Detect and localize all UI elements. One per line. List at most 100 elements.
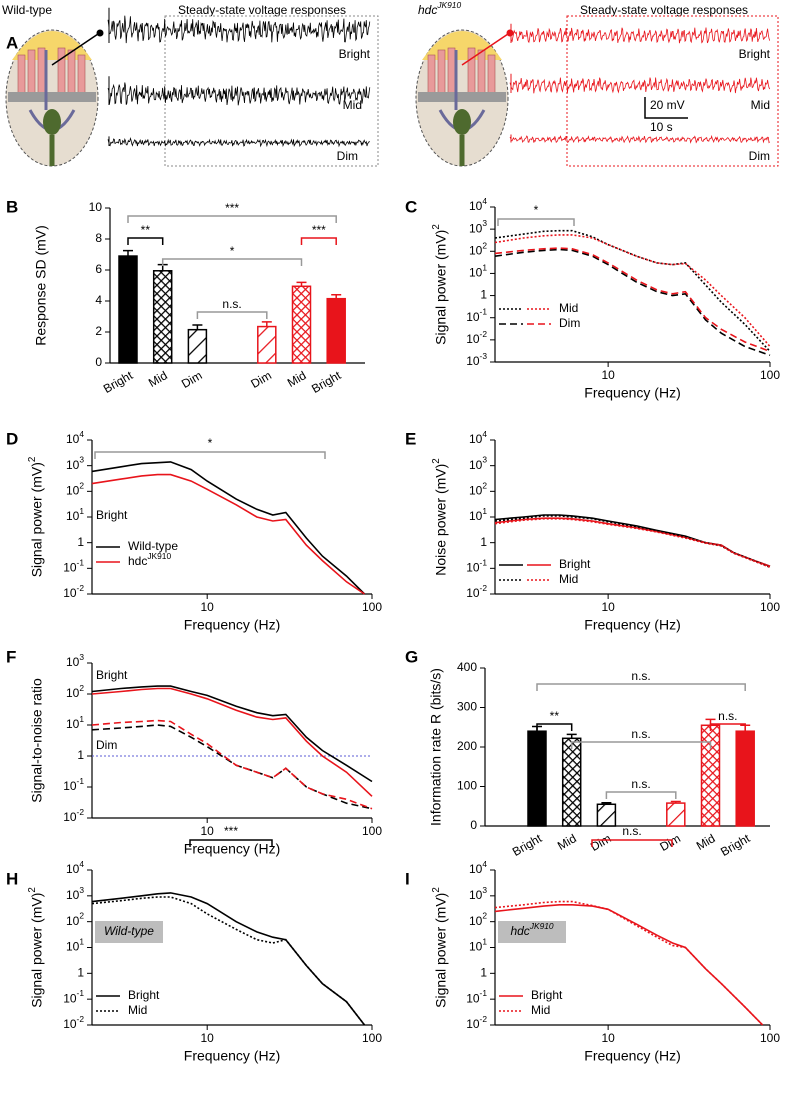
superscript: 2	[482, 481, 487, 491]
y-axis-label: Signal power (mV)2	[27, 887, 45, 1008]
y-tick-label: 101	[66, 937, 84, 954]
row-label: Bright	[339, 47, 371, 61]
significance-bracket	[497, 218, 575, 226]
row-label: Mid	[343, 98, 362, 112]
superscript: 4	[79, 859, 84, 869]
electrode	[51, 33, 99, 66]
superscript: 3	[482, 885, 487, 895]
y-tick-label: 10-2	[466, 1014, 487, 1031]
superscript: 1	[482, 263, 487, 273]
voltage-trace	[107, 136, 370, 148]
significance-label: n.s.	[631, 669, 650, 683]
y-tick-label: 101	[66, 714, 84, 731]
lmc	[453, 109, 471, 135]
y-tick-label: 101	[469, 263, 487, 280]
y-tick-label: 101	[469, 937, 487, 954]
trace-title: Steady-state voltage responses	[580, 3, 748, 17]
superscript: 3	[79, 455, 84, 465]
y-tick-label: 10-1	[63, 558, 84, 575]
x-axis-label: Frequency (Hz)	[184, 617, 280, 633]
significance-label: ***	[312, 223, 326, 237]
series-line	[91, 473, 365, 595]
y-tick-label: 101	[469, 506, 487, 523]
error-bar	[670, 800, 681, 804]
y-axis-label: Signal power (mV)2	[431, 224, 449, 345]
legend-label: Wild-type	[128, 539, 178, 553]
superscript: JK910	[436, 0, 461, 10]
x-tick-label: 100	[362, 600, 382, 614]
superscript: 2	[27, 887, 38, 892]
series-line	[494, 518, 771, 569]
superscript: 3	[482, 218, 487, 228]
y-tick-label: 300	[457, 700, 477, 714]
bar	[527, 730, 547, 827]
y-tick-label: 103	[66, 885, 84, 902]
row-label: Bright	[739, 47, 771, 61]
tag-label: Wild-type	[104, 924, 154, 938]
superscript: 4	[482, 196, 487, 206]
significance-label: **	[141, 223, 151, 237]
significance-label: n.s.	[718, 709, 737, 723]
superscript: 1	[79, 714, 84, 724]
y-tick-label: 104	[469, 196, 487, 213]
series-line	[91, 892, 366, 1026]
y-tick-label: 101	[66, 506, 84, 523]
error-bar	[566, 733, 577, 739]
significance-bracket	[127, 237, 164, 245]
series-line	[494, 517, 771, 568]
superscript: 2	[79, 481, 84, 491]
voltage-trace	[509, 134, 770, 144]
scale-bar	[644, 97, 688, 119]
bar	[118, 255, 138, 364]
y-tick-label: 2	[95, 324, 102, 338]
y-tick-label: 102	[469, 911, 487, 928]
superscript: 1	[79, 506, 84, 516]
superscript: 1	[482, 506, 487, 516]
x-tick-label: 100	[760, 368, 780, 382]
electrode-tip	[506, 29, 514, 37]
y-tick-label: 10-1	[466, 558, 487, 575]
error-bar	[123, 249, 133, 257]
y-tick-label: 400	[457, 660, 477, 674]
panel-letter: H	[6, 869, 18, 888]
bar	[152, 270, 173, 364]
annotation: Bright	[96, 668, 128, 682]
superscript: -2	[77, 1014, 85, 1024]
x-tick-label: 100	[362, 1031, 382, 1045]
superscript: 2	[79, 683, 84, 693]
lmc	[43, 109, 61, 135]
tag-box	[498, 921, 566, 943]
superscript: 2	[482, 911, 487, 921]
x-tick-label: Mid	[146, 368, 170, 390]
legend-label: Bright	[128, 988, 160, 1002]
x-tick-label: Mid	[694, 831, 718, 853]
y-tick-label: 1	[77, 966, 84, 980]
electrode	[461, 33, 509, 66]
y-axis-label: Signal-to-noise ratio	[29, 678, 45, 803]
superscript: 2	[431, 458, 442, 463]
y-tick-label: 104	[469, 859, 487, 876]
y-tick-label: 102	[66, 911, 84, 928]
x-tick-label: 10	[201, 824, 215, 838]
bar	[596, 803, 617, 827]
x-tick-label: 10	[201, 1031, 215, 1045]
significance-bracket	[536, 683, 746, 691]
significance-label: *	[230, 244, 235, 258]
legend-label: Mid	[559, 572, 578, 586]
tag-box	[95, 921, 163, 943]
y-tick-label: 10-1	[466, 988, 487, 1005]
y-tick-label: 10-1	[63, 776, 84, 793]
x-tick-label: Dim	[179, 368, 204, 391]
legend-label: Dim	[559, 316, 580, 330]
y-tick-label: 4	[95, 293, 102, 307]
superscript: 2	[482, 241, 487, 251]
superscript: 1	[482, 937, 487, 947]
y-tick-label: 102	[66, 683, 84, 700]
significance-bracket	[709, 723, 746, 731]
y-tick-label: 0	[95, 355, 102, 369]
panel-letter: G	[405, 647, 418, 666]
superscript: -3	[480, 351, 488, 361]
superscript: -2	[480, 583, 488, 593]
y-tick-label: 10-1	[466, 307, 487, 324]
